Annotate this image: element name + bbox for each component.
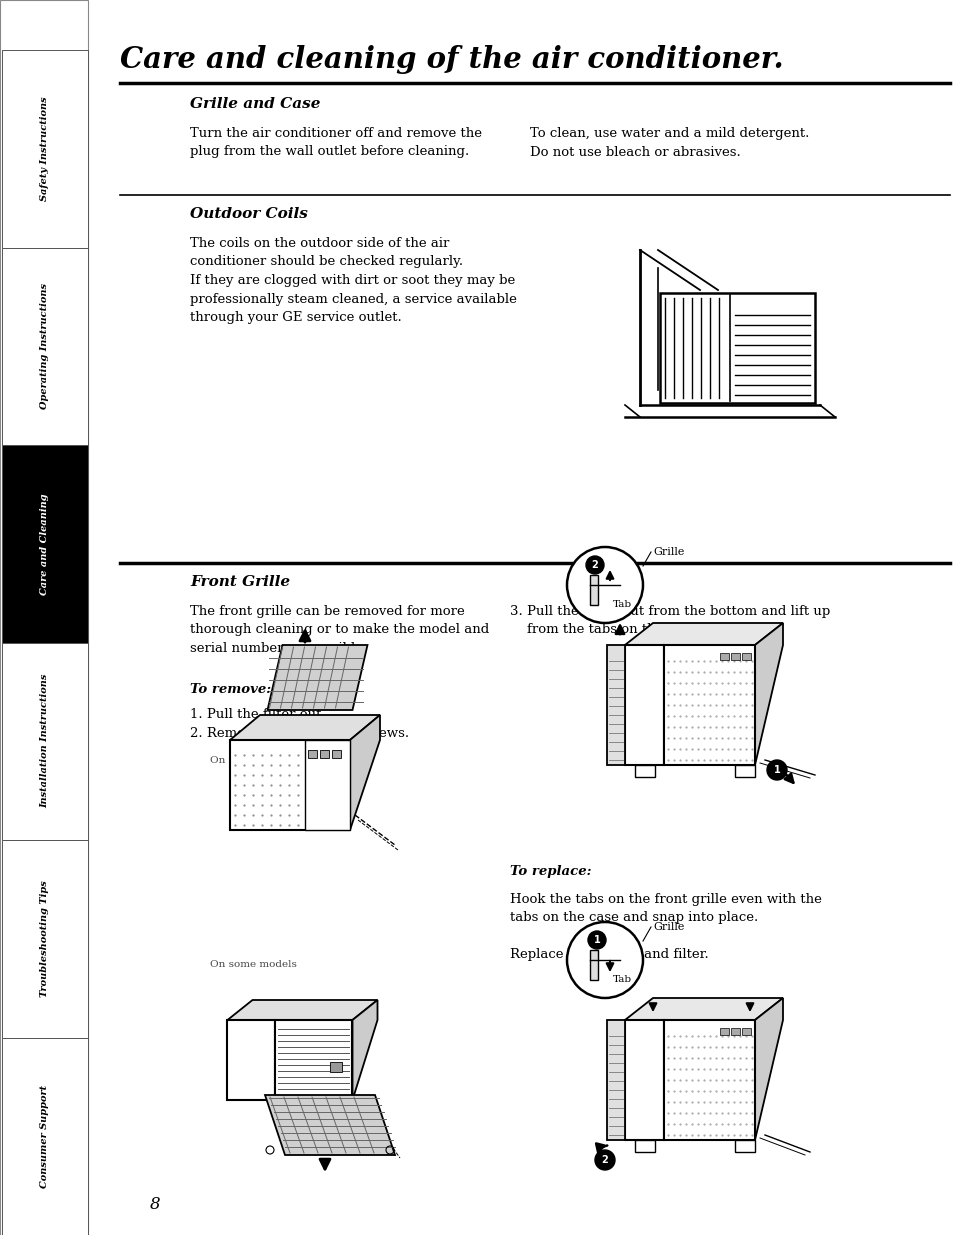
Polygon shape: [352, 1000, 377, 1100]
Polygon shape: [624, 998, 782, 1020]
Circle shape: [566, 923, 642, 998]
Polygon shape: [350, 715, 379, 830]
Text: Replace the screws and filter.: Replace the screws and filter.: [510, 948, 708, 961]
Text: Outdoor Coils: Outdoor Coils: [190, 207, 308, 221]
Bar: [330, 1062, 342, 1072]
Text: On some models: On some models: [210, 756, 296, 764]
Text: 2: 2: [601, 1155, 608, 1165]
Bar: [308, 750, 316, 758]
Bar: [589, 576, 598, 605]
Bar: [734, 1140, 754, 1152]
Text: 1: 1: [773, 764, 780, 776]
Text: Tab: Tab: [613, 600, 632, 609]
Text: Hook the tabs on the front grille even with the
tabs on the case and snap into p: Hook the tabs on the front grille even w…: [510, 893, 821, 925]
Text: 8: 8: [150, 1195, 160, 1213]
Bar: [2, 642, 88, 840]
Bar: [635, 1140, 655, 1152]
Text: 1: 1: [593, 935, 599, 945]
Bar: [659, 293, 814, 403]
Bar: [741, 653, 750, 659]
Bar: [734, 764, 754, 777]
Bar: [2, 247, 88, 445]
Bar: [2, 445, 88, 642]
Text: 2: 2: [591, 559, 598, 571]
Bar: [741, 1028, 750, 1035]
Bar: [2, 1037, 88, 1235]
Polygon shape: [267, 645, 367, 710]
Polygon shape: [265, 1095, 395, 1155]
Polygon shape: [754, 622, 782, 764]
Text: Safety Instructions: Safety Instructions: [40, 96, 50, 201]
Text: On some models: On some models: [210, 960, 296, 969]
Bar: [319, 750, 329, 758]
Bar: [730, 653, 740, 659]
Text: Care and cleaning of the air conditioner.: Care and cleaning of the air conditioner…: [120, 44, 782, 74]
Text: Tab: Tab: [613, 974, 632, 984]
Bar: [589, 950, 598, 981]
Circle shape: [587, 931, 605, 948]
Text: Care and Cleaning: Care and Cleaning: [40, 493, 50, 594]
Text: To replace:: To replace:: [510, 864, 591, 878]
Polygon shape: [606, 645, 624, 764]
Bar: [624, 645, 663, 764]
Text: To clean, use water and a mild detergent.
Do not use bleach or abrasives.: To clean, use water and a mild detergent…: [530, 127, 808, 158]
Text: 1. Pull the filter out.
2. Remove the two grille screws.: 1. Pull the filter out. 2. Remove the tw…: [190, 708, 409, 740]
Polygon shape: [227, 1000, 377, 1020]
Bar: [2, 49, 88, 247]
Text: Consumer Support: Consumer Support: [40, 1084, 50, 1188]
Bar: [720, 653, 728, 659]
Bar: [663, 645, 754, 764]
Bar: [274, 1020, 352, 1100]
Text: Grille: Grille: [652, 923, 683, 932]
Bar: [635, 764, 655, 777]
Bar: [663, 1020, 754, 1140]
Bar: [2, 840, 88, 1037]
Text: Front Grille: Front Grille: [190, 576, 290, 589]
Polygon shape: [606, 1020, 624, 1140]
Circle shape: [585, 556, 603, 574]
Text: Turn the air conditioner off and remove the
plug from the wall outlet before cle: Turn the air conditioner off and remove …: [190, 127, 481, 158]
Polygon shape: [230, 715, 379, 740]
Bar: [730, 1028, 740, 1035]
Bar: [230, 740, 350, 830]
Polygon shape: [624, 622, 782, 645]
Bar: [720, 1028, 728, 1035]
Bar: [0, 0, 88, 1235]
Text: Operating Instructions: Operating Instructions: [40, 283, 50, 409]
Text: 3. Pull the grille out from the bottom and lift up
    from the tabs on the top : 3. Pull the grille out from the bottom a…: [510, 605, 829, 636]
Polygon shape: [754, 998, 782, 1140]
Text: Grille: Grille: [652, 547, 683, 557]
Text: The coils on the outdoor side of the air
conditioner should be checked regularly: The coils on the outdoor side of the air…: [190, 237, 517, 324]
Circle shape: [595, 1150, 615, 1170]
Text: Troubleshooting Tips: Troubleshooting Tips: [40, 881, 50, 997]
Bar: [624, 1020, 663, 1140]
Bar: [332, 750, 340, 758]
Text: The front grille can be removed for more
thorough cleaning or to make the model : The front grille can be removed for more…: [190, 605, 489, 655]
Text: To remove:: To remove:: [190, 683, 271, 697]
Circle shape: [766, 760, 786, 781]
Text: Grille and Case: Grille and Case: [190, 98, 320, 111]
Bar: [227, 1020, 274, 1100]
Text: Installation Instructions: Installation Instructions: [40, 674, 50, 809]
Circle shape: [566, 547, 642, 622]
Bar: [305, 740, 350, 830]
